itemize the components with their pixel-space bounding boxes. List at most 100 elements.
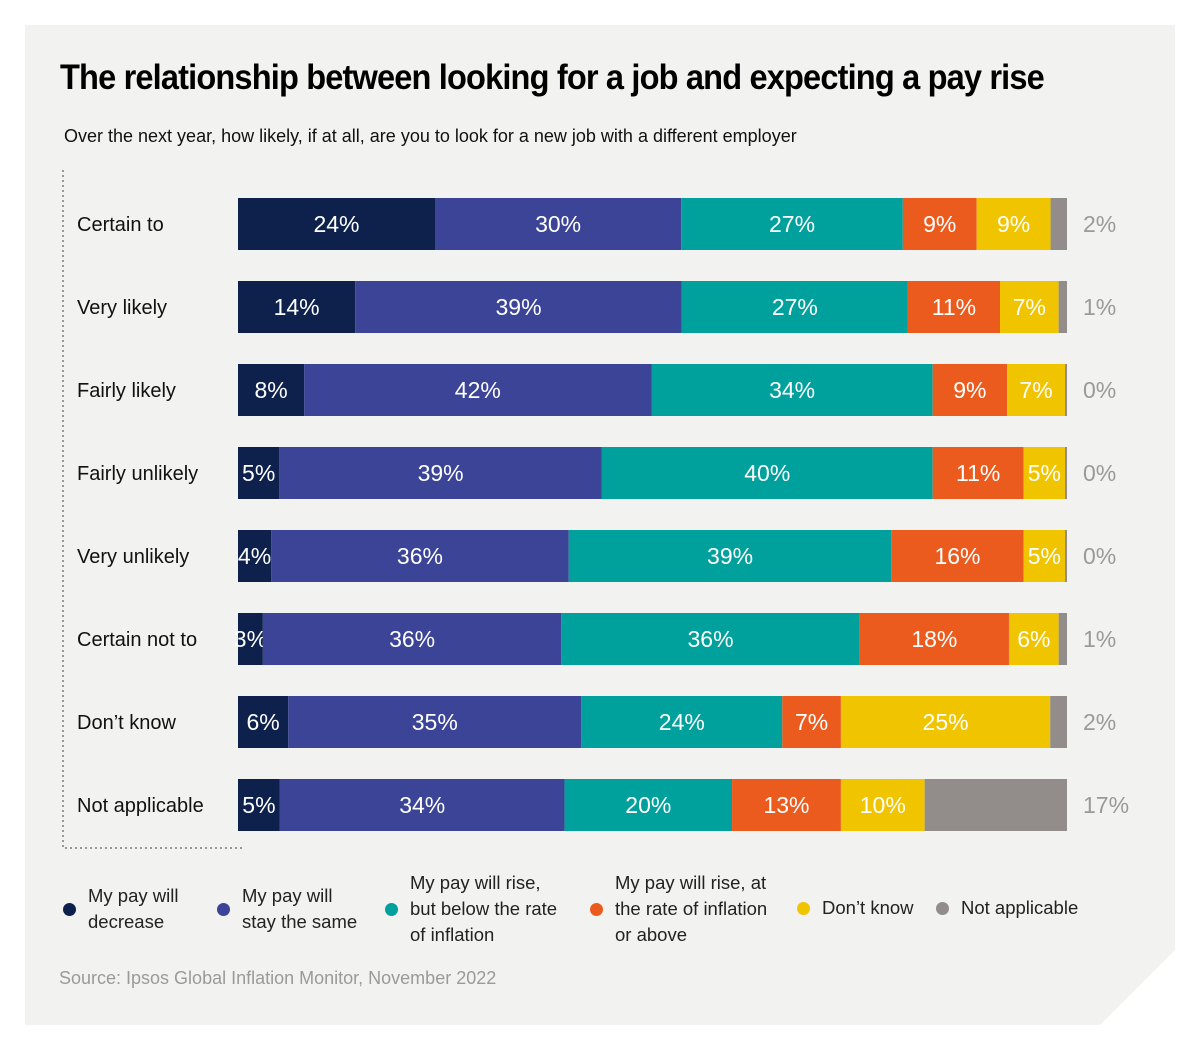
bar-segment xyxy=(271,530,569,582)
data-label: 39% xyxy=(495,294,541,320)
bar-segment xyxy=(581,696,783,748)
data-label: 25% xyxy=(923,709,969,735)
data-label: 30% xyxy=(535,211,581,237)
legend-swatch xyxy=(590,902,603,916)
legend-label-line: or above xyxy=(615,924,687,945)
bar-segment xyxy=(840,779,925,831)
legend-label-line: of inflation xyxy=(410,924,495,945)
dotted-guide xyxy=(62,170,243,849)
data-label: 20% xyxy=(625,792,671,818)
bar-segment xyxy=(304,364,652,416)
data-label: 14% xyxy=(274,294,320,320)
bar-segment xyxy=(782,696,841,748)
legend-label: My pay will rise, at the rate of inflatio… xyxy=(615,870,767,948)
legend-item: Don’t know xyxy=(797,895,914,921)
data-label: 39% xyxy=(418,460,464,486)
bar-segment xyxy=(840,696,1051,748)
data-label: 5% xyxy=(242,460,275,486)
bar-segment xyxy=(732,779,841,831)
legend-item: Not applicable xyxy=(936,895,1078,921)
bar-segment xyxy=(1008,613,1059,665)
data-label: 42% xyxy=(455,377,501,403)
bar-segment xyxy=(932,447,1024,499)
bar-segment xyxy=(288,696,582,748)
bar-segment xyxy=(1023,530,1065,582)
bar-segment xyxy=(262,613,562,665)
legend-label: Don’t know xyxy=(822,895,914,921)
legend-label-line: My pay will xyxy=(242,885,333,906)
data-label: 27% xyxy=(769,211,815,237)
bar-segment xyxy=(1058,613,1067,665)
bar-segment xyxy=(1050,198,1067,250)
bar-segment xyxy=(907,281,1001,333)
legend-label-line: decrease xyxy=(88,911,165,932)
data-label: 3% xyxy=(234,626,267,652)
category-label: Very likely xyxy=(77,297,167,319)
category-label: Not applicable xyxy=(77,795,204,817)
legend-label-line: stay the same xyxy=(242,911,358,932)
data-label: 34% xyxy=(769,377,815,403)
source-note: Source: Ipsos Global Inflation Monitor, … xyxy=(59,968,497,988)
bar-segment xyxy=(1065,447,1067,499)
bar-segment xyxy=(238,613,263,665)
data-label: 9% xyxy=(923,211,956,237)
data-label: 24% xyxy=(313,211,359,237)
legend-label-line: Not applicable xyxy=(961,897,1079,918)
legend-label: My pay will stay the same xyxy=(242,883,357,935)
legend-swatch xyxy=(797,901,810,915)
category-label: Very unlikely xyxy=(77,546,189,568)
data-label: 40% xyxy=(744,460,790,486)
data-label: 24% xyxy=(659,709,705,735)
bar-segment xyxy=(681,198,903,250)
data-label: 5% xyxy=(1028,543,1061,569)
bar-segment xyxy=(279,779,565,831)
data-label: 27% xyxy=(772,294,818,320)
bar-segment xyxy=(976,198,1051,250)
data-label: 6% xyxy=(246,709,279,735)
data-label: 35% xyxy=(412,709,458,735)
bar-segment xyxy=(238,198,435,250)
bar-segment xyxy=(1023,447,1065,499)
data-label: 2% xyxy=(1083,211,1116,237)
legend-swatch xyxy=(217,902,230,916)
data-label: 1% xyxy=(1083,626,1116,652)
bar-segment xyxy=(238,779,280,831)
bar-segment xyxy=(902,198,977,250)
legend-label-line: My pay will rise, at xyxy=(615,872,767,893)
data-label: 36% xyxy=(688,626,734,652)
data-label: 0% xyxy=(1083,543,1116,569)
category-label: Fairly unlikely xyxy=(77,463,198,485)
data-label: 13% xyxy=(763,792,809,818)
category-label: Fairly likely xyxy=(77,380,176,402)
bar-segment xyxy=(601,447,933,499)
bar-segment xyxy=(1065,364,1067,416)
data-label: 36% xyxy=(389,626,435,652)
legend-item: My pay will rise, at the rate of inflatio… xyxy=(590,870,767,948)
data-label: 1% xyxy=(1083,294,1116,320)
bar-segment xyxy=(891,530,1024,582)
legend-label: My pay will decrease xyxy=(88,883,178,935)
legend-label-line: but below the rate xyxy=(410,898,558,919)
bar-segment xyxy=(924,779,1067,831)
chart-panel xyxy=(25,25,1175,1025)
bar-segment xyxy=(1058,281,1067,333)
chart-title: The relationship between looking for a j… xyxy=(60,58,1045,97)
bar-segment xyxy=(1050,696,1067,748)
data-label: 9% xyxy=(997,211,1030,237)
data-label: 8% xyxy=(254,377,287,403)
legend-item: My pay will decrease xyxy=(63,883,178,935)
category-label: Don’t know xyxy=(77,712,176,734)
bar-segment xyxy=(1065,530,1067,582)
bar-segment xyxy=(651,364,933,416)
bar-segment xyxy=(561,613,860,665)
legend-label-line: My pay will rise, xyxy=(410,872,541,893)
data-label: 7% xyxy=(795,709,828,735)
legend-swatch xyxy=(385,902,398,916)
bar-segment xyxy=(1000,281,1059,333)
data-label: 5% xyxy=(242,792,275,818)
bar-segment xyxy=(681,281,908,333)
data-label: 7% xyxy=(1013,294,1046,320)
bar-segment xyxy=(355,281,682,333)
bar-segment xyxy=(932,364,1008,416)
